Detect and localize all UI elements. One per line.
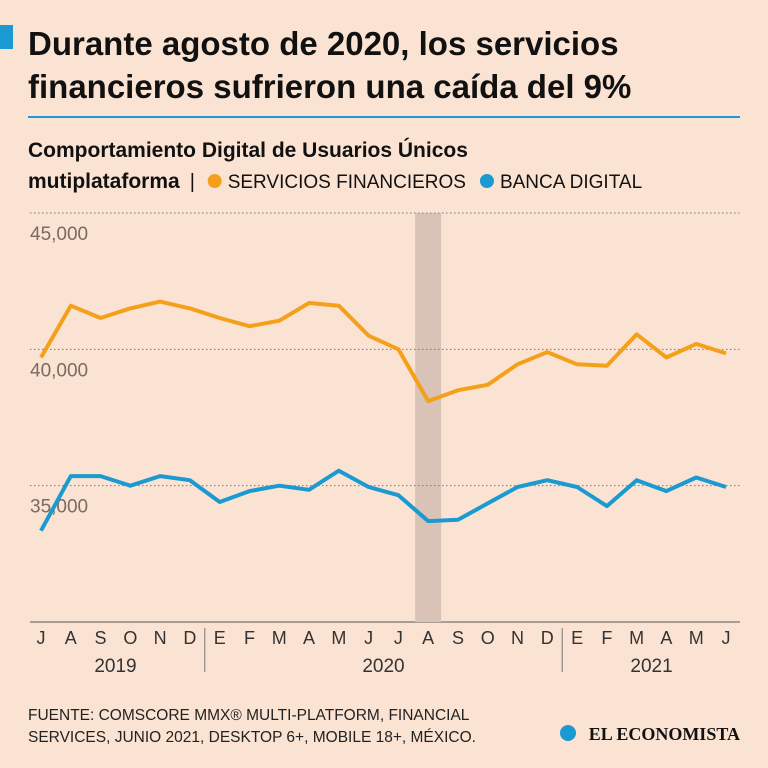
y-tick-label: 45,000 <box>30 224 88 245</box>
x-tick-label: E <box>571 628 583 648</box>
x-tick-label: D <box>541 628 554 648</box>
x-tick-label: O <box>481 628 495 648</box>
x-tick-label: A <box>660 628 672 648</box>
x-tick-label: O <box>123 628 137 648</box>
x-tick-label: S <box>95 628 107 648</box>
x-tick-label: J <box>394 628 403 648</box>
x-group-label: 2019 <box>94 656 136 677</box>
x-group-label: 2020 <box>362 656 404 677</box>
x-tick-label: A <box>422 628 434 648</box>
x-tick-label: M <box>331 628 346 648</box>
x-tick-label: E <box>214 628 226 648</box>
subtitle: Comportamiento Digital de Usuarios Único… <box>28 138 468 162</box>
subtitle: mutiplataforma <box>28 170 180 193</box>
y-tick-label: 35,000 <box>30 497 88 518</box>
x-tick-label: M <box>629 628 644 648</box>
chart-title: Durante agosto de 2020, los servicios <box>28 25 619 62</box>
x-tick-label: J <box>364 628 373 648</box>
series-line <box>39 468 727 532</box>
legend-label: SERVICIOS FINANCIEROS <box>228 172 466 193</box>
x-tick-label: F <box>601 628 612 648</box>
x-tick-label: N <box>154 628 167 648</box>
separator: | <box>190 171 195 193</box>
x-group-label: 2021 <box>630 656 672 677</box>
y-tick-label: 40,000 <box>30 360 88 381</box>
x-tick-label: A <box>303 628 315 648</box>
x-tick-label: M <box>689 628 704 648</box>
x-tick-label: D <box>183 628 196 648</box>
legend-label: BANCA DIGITAL <box>500 172 642 193</box>
x-tick-label: S <box>452 628 464 648</box>
highlight-band <box>415 213 442 622</box>
legend-swatch <box>479 174 494 188</box>
series-line <box>39 299 727 404</box>
x-tick-label: A <box>65 628 77 648</box>
brand: EL ECONOMISTA <box>589 724 740 744</box>
chart-title: financieros sufrieron una caída del 9% <box>28 68 631 105</box>
x-tick-label: N <box>511 628 524 648</box>
x-tick-label: J <box>37 628 46 648</box>
source: SERVICES, JUNIO 2021, DESKTOP 6+, MOBILE… <box>28 729 476 746</box>
x-tick-label: M <box>272 628 287 648</box>
title-marker <box>0 25 13 49</box>
legend-swatch <box>207 174 222 188</box>
x-tick-label: F <box>244 628 255 648</box>
x-tick-label: J <box>722 628 731 648</box>
source: FUENTE: COMSCORE MMX® MULTI-PLATFORM, FI… <box>28 707 470 724</box>
brand-icon <box>560 725 576 741</box>
